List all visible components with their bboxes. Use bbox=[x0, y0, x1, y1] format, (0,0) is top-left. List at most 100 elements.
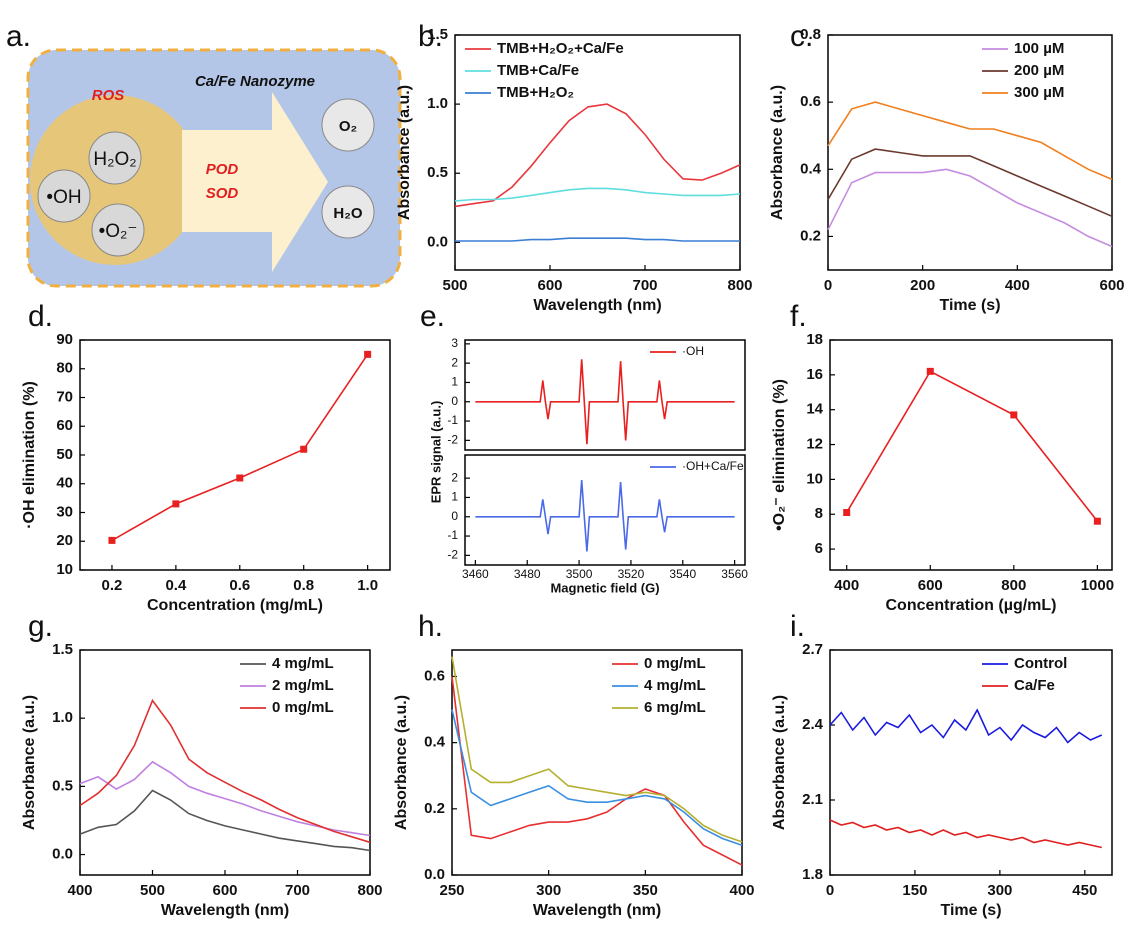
legend-label: 0 mg/mL bbox=[644, 655, 706, 672]
legend-label: 0 mg/mL bbox=[272, 699, 334, 716]
data-line bbox=[827, 148, 1113, 218]
y-tick-label: 2 bbox=[451, 355, 458, 369]
y-tick-label: 70 bbox=[56, 388, 73, 405]
x-axis-label: Wavelength (nm) bbox=[533, 297, 661, 314]
y-axis-label: EPR signal (a.u.) bbox=[428, 401, 443, 504]
data-line bbox=[827, 101, 1113, 181]
x-axis-label: Concentration (mg/mL) bbox=[147, 597, 323, 614]
sphere bbox=[321, 98, 375, 152]
y-tick-label: 0.2 bbox=[424, 800, 445, 817]
y-tick-label: 20 bbox=[56, 532, 73, 549]
data-marker bbox=[108, 536, 116, 544]
data-marker bbox=[364, 350, 372, 358]
x-tick-label: 0 bbox=[824, 277, 832, 294]
data-line bbox=[475, 480, 735, 552]
x-tick-label: 0 bbox=[826, 882, 834, 899]
data-line bbox=[829, 819, 1102, 849]
data-line bbox=[451, 676, 743, 866]
h2o-label: H₂O bbox=[333, 205, 362, 222]
y-tick-label: 6 bbox=[815, 540, 823, 557]
legend-label: 200 µM bbox=[1014, 62, 1064, 79]
y-tick-label: 1.5 bbox=[52, 641, 73, 658]
panel-label: a. bbox=[6, 20, 31, 53]
y-tick-label: 0.5 bbox=[427, 164, 448, 181]
y-tick-label: 1 bbox=[451, 375, 458, 389]
legend-label: 4 mg/mL bbox=[644, 677, 706, 694]
data-marker bbox=[172, 500, 180, 508]
diagram-title: Ca/Fe Nanozyme bbox=[195, 73, 315, 90]
data-line bbox=[79, 760, 371, 837]
y-tick-label: 18 bbox=[806, 331, 823, 348]
x-tick-label: 3560 bbox=[721, 567, 748, 581]
oh-label: •OH bbox=[46, 187, 81, 208]
x-tick-label: 0.4 bbox=[165, 577, 187, 594]
legend-label: Control bbox=[1014, 655, 1067, 672]
y-axis-label: Absorbance (a.u.) bbox=[393, 695, 410, 830]
data-marker bbox=[236, 474, 244, 482]
sphere bbox=[91, 203, 145, 257]
data-line bbox=[451, 709, 743, 846]
legend-label: 2 mg/mL bbox=[272, 677, 334, 694]
y-axis-label: ·OH elimination (%) bbox=[21, 381, 38, 529]
y-tick-label: 0.4 bbox=[800, 160, 822, 177]
y-tick-label: 0.6 bbox=[424, 667, 445, 684]
y-tick-label: 0.6 bbox=[800, 93, 821, 110]
y-tick-label: 0.8 bbox=[800, 26, 821, 43]
y-tick-label: 2.7 bbox=[802, 641, 823, 658]
legend-label: ·OH+Ca/Fe bbox=[682, 459, 744, 473]
panel-label: e. bbox=[420, 300, 445, 333]
y-tick-label: 1.5 bbox=[427, 26, 448, 43]
x-tick-label: 400 bbox=[1005, 277, 1030, 294]
legend-label: ·OH bbox=[682, 344, 704, 358]
sod-label: SOD bbox=[206, 185, 239, 202]
plot-frame bbox=[464, 339, 746, 451]
data-marker bbox=[300, 445, 308, 453]
y-tick-label: 50 bbox=[56, 446, 73, 463]
y-tick-label: 0.2 bbox=[800, 227, 821, 244]
x-tick-label: 600 bbox=[212, 882, 237, 899]
y-tick-label: 12 bbox=[806, 436, 823, 453]
plot-frame bbox=[451, 649, 743, 876]
x-axis-label: Concentration (µg/mL) bbox=[886, 597, 1057, 614]
y-tick-label: 1.0 bbox=[427, 95, 448, 112]
x-tick-label: 400 bbox=[729, 882, 754, 899]
panel-label: h. bbox=[418, 610, 443, 643]
sphere bbox=[37, 169, 91, 223]
data-line bbox=[846, 370, 1099, 522]
panel-label: b. bbox=[418, 20, 443, 53]
y-tick-label: 60 bbox=[56, 417, 73, 434]
x-tick-label: 800 bbox=[357, 882, 382, 899]
y-tick-label: 2 bbox=[451, 470, 458, 484]
plot-frame bbox=[829, 339, 1113, 571]
legend-label: 300 µM bbox=[1014, 84, 1064, 101]
y-tick-label: 2.4 bbox=[802, 716, 824, 733]
x-tick-label: 0.6 bbox=[229, 577, 250, 594]
y-tick-label: 10 bbox=[56, 561, 73, 578]
x-tick-label: 3500 bbox=[566, 567, 593, 581]
x-tick-label: 200 bbox=[910, 277, 935, 294]
y-tick-label: 0.4 bbox=[424, 734, 446, 751]
y-tick-label: 30 bbox=[56, 503, 73, 520]
y-tick-label: 40 bbox=[56, 475, 73, 492]
data-line bbox=[111, 353, 369, 542]
arrow bbox=[182, 92, 328, 272]
y-tick-label: 0.0 bbox=[52, 846, 73, 863]
y-axis-label: •O₂⁻ elimination (%) bbox=[771, 379, 788, 531]
x-tick-label: 600 bbox=[918, 577, 943, 594]
x-tick-label: 700 bbox=[285, 882, 310, 899]
diagram-panel: a. Ca/Fe Nanozyme ROS H₂O₂ •OH •O₂⁻ POD … bbox=[6, 20, 402, 288]
panel-label: i. bbox=[790, 610, 805, 643]
x-tick-label: 3540 bbox=[669, 567, 696, 581]
y-axis-label: Absorbance (a.u.) bbox=[769, 85, 786, 220]
x-tick-label: 3460 bbox=[462, 567, 489, 581]
x-tick-label: 150 bbox=[902, 882, 927, 899]
data-line bbox=[829, 708, 1103, 744]
y-axis-label: Absorbance (a.u.) bbox=[21, 695, 38, 830]
x-tick-label: 0.8 bbox=[293, 577, 314, 594]
sphere bbox=[88, 131, 142, 185]
x-tick-label: 1000 bbox=[1081, 577, 1114, 594]
ros-label: ROS bbox=[92, 87, 125, 104]
x-tick-label: 500 bbox=[140, 882, 165, 899]
y-tick-label: 0 bbox=[451, 394, 458, 408]
data-line bbox=[454, 103, 741, 208]
